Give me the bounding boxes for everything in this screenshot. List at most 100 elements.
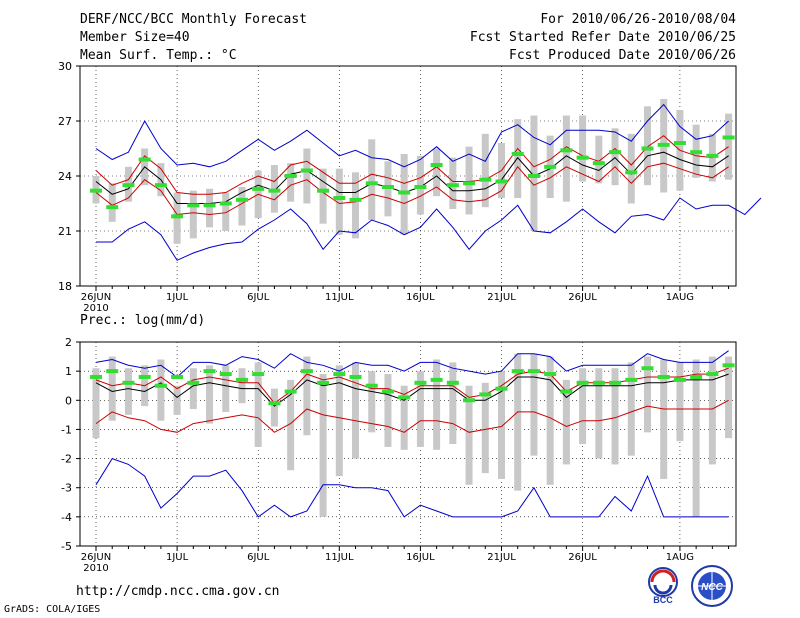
prec-xtick-label-7: 1AUG — [666, 552, 694, 563]
prec-box-5 — [173, 385, 181, 415]
prec-median-30 — [576, 380, 589, 385]
temp-median-19 — [398, 190, 411, 195]
prec-median-4 — [154, 383, 167, 388]
temp-median-18 — [381, 185, 394, 189]
temp-median-24 — [479, 177, 492, 182]
prec-box-8 — [222, 365, 230, 412]
prec-median-38 — [706, 372, 719, 377]
temp-box-32 — [611, 128, 619, 186]
prec-ytick-label-1: -4 — [61, 511, 72, 524]
prec-box-10 — [254, 362, 262, 447]
prec-median-5 — [171, 374, 184, 379]
prec-median-1 — [106, 369, 119, 374]
temp-xtick-label-0: 26JUN — [81, 292, 111, 303]
prec-box-19 — [400, 385, 408, 450]
temp-median-17 — [365, 181, 378, 186]
temp-median-3 — [138, 157, 151, 162]
prec-box-33 — [627, 362, 635, 456]
prec-median-24 — [479, 392, 492, 397]
prec-median-39 — [722, 363, 735, 368]
forecast-start-date: Fcst Started Refer Date 2010/06/25 — [469, 30, 736, 45]
prec-line-mean — [95, 373, 729, 407]
prec-median-28 — [544, 372, 557, 377]
prec-median-31 — [592, 380, 605, 385]
prec-box-14 — [319, 374, 327, 517]
temp-ytick-label-2: 24 — [58, 170, 72, 183]
prec-median-7 — [203, 369, 216, 374]
temp-median-28 — [544, 164, 557, 169]
temp-median-38 — [706, 153, 719, 158]
prec-box-38 — [708, 356, 716, 465]
temp-line-p75 — [95, 135, 729, 195]
prec-median-34 — [641, 366, 654, 371]
bcc-logo-label: BCC — [653, 595, 673, 605]
prec-median-27 — [527, 369, 540, 374]
temp-median-22 — [446, 183, 459, 188]
prec-box-9 — [238, 368, 246, 404]
prec-box-25 — [498, 371, 505, 479]
prec-xtick-label-2: 6JUL — [247, 552, 270, 563]
prec-median-0 — [90, 374, 102, 379]
prec-box-18 — [384, 374, 392, 447]
temp-ytick-label-4: 30 — [58, 60, 72, 73]
prec-median-16 — [349, 374, 362, 379]
prec-ytick-label-0: -5 — [61, 540, 72, 553]
prec-ytick-label-6: 1 — [65, 365, 72, 378]
prec-line-min — [95, 457, 729, 518]
temp-median-1 — [106, 205, 119, 210]
prec-line-max — [95, 350, 729, 378]
temp-xtick-label-6: 26JUL — [568, 292, 597, 303]
prec-box-21 — [433, 359, 441, 450]
temp-xtick-label-4: 16JUL — [406, 292, 435, 303]
prec-median-10 — [252, 372, 265, 377]
prec-median-37 — [690, 374, 703, 379]
temp-median-23 — [463, 181, 476, 186]
prec-xtick-label-5: 21JUL — [487, 552, 516, 563]
temp-median-29 — [560, 148, 573, 153]
prec-xtick-label-4: 16JUL — [406, 552, 435, 563]
temp-xtick-label-2: 6JUL — [247, 292, 270, 303]
source-url[interactable]: http://cmdp.ncc.cma.gov.cn — [76, 584, 280, 599]
temp-median-32 — [609, 150, 622, 155]
temp-median-0 — [90, 188, 102, 193]
prec-xtick-label-1: 1JUL — [166, 552, 189, 563]
prec-median-26 — [511, 369, 524, 374]
prec-ytick-label-5: 0 — [65, 394, 72, 407]
temp-median-8 — [219, 201, 232, 206]
grads-credit: GrADS: COLA/IGES — [4, 604, 101, 615]
temp-median-39 — [722, 135, 735, 140]
prec-box-0 — [92, 368, 100, 439]
temp-ytick-label-0: 18 — [58, 280, 72, 293]
prec-box-13 — [303, 356, 311, 436]
prec-ytick-label-4: -1 — [61, 423, 72, 436]
prec-box-37 — [692, 359, 700, 517]
prec-median-36 — [673, 377, 686, 382]
prec-median-14 — [317, 380, 330, 385]
temp-box-17 — [368, 139, 376, 220]
prec-box-22 — [449, 362, 457, 444]
prec-median-33 — [625, 377, 638, 382]
prec-median-13 — [300, 369, 313, 374]
prec-median-35 — [657, 374, 670, 379]
prec-box-16 — [352, 362, 360, 459]
prec-box-27 — [530, 353, 538, 456]
temp-xtick-label-7: 1AUG — [666, 292, 694, 303]
prec-median-29 — [560, 389, 573, 394]
prec-year-label: 2010 — [83, 563, 108, 574]
temp-median-27 — [527, 174, 540, 178]
temp-median-30 — [576, 155, 589, 160]
temp-xtick-label-3: 11JUL — [325, 292, 354, 303]
prec-box-6 — [189, 368, 197, 410]
temp-box-39 — [725, 113, 733, 180]
temp-year-label: 2010 — [83, 303, 108, 314]
temp-median-10 — [252, 186, 265, 191]
prec-median-19 — [398, 395, 411, 400]
forecast-produced-date: Fcst Produced Date 2010/06/26 — [509, 48, 736, 63]
temp-median-4 — [154, 183, 167, 188]
prec-box-12 — [287, 379, 295, 471]
ncc-logo-label: NCC — [701, 582, 723, 593]
prec-median-8 — [219, 372, 232, 377]
prec-line-p75 — [95, 367, 729, 404]
prec-box-4 — [157, 359, 165, 421]
temp-xtick-label-1: 1JUL — [166, 292, 189, 303]
